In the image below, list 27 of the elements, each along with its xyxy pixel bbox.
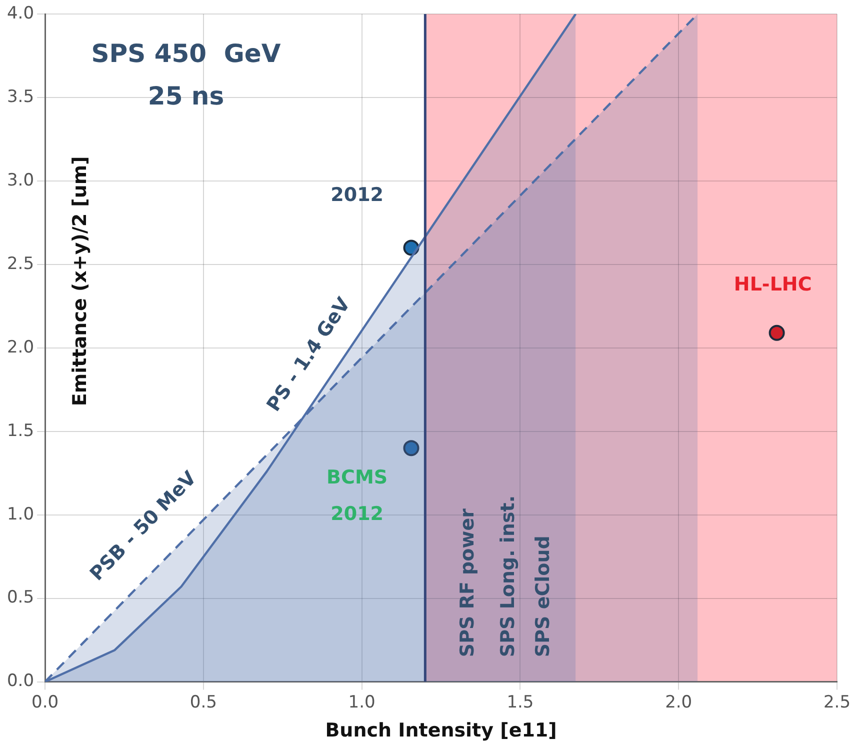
y-tick-label: 1.0 <box>6 504 34 524</box>
y-tick-label: 3.0 <box>6 170 34 190</box>
y-tick-label: 0.0 <box>6 671 34 692</box>
y-tick-label: 4.0 <box>6 3 34 24</box>
y-tick-label: 2.0 <box>6 337 34 358</box>
annotation: BCMS 2012 <box>326 466 388 525</box>
x-tick-label: 1.5 <box>506 692 534 712</box>
x-tick-label: 2.5 <box>823 692 851 712</box>
annotation: 25 ns <box>148 82 224 111</box>
point <box>768 324 785 341</box>
annotation: SPS RF power <box>456 508 479 658</box>
y-tick-label: 1.5 <box>6 420 34 441</box>
annotation: HL-LHC <box>734 274 812 296</box>
y-tick-label: 2.5 <box>6 254 34 274</box>
annotation: 2012 <box>330 184 384 206</box>
x-tick-label: 1.0 <box>348 692 376 712</box>
x-tick-label: 0.0 <box>32 692 59 712</box>
y-tick-label: 3.5 <box>6 86 34 107</box>
y-axis-title: Emittance (x+y)/2 [um] <box>68 156 91 406</box>
annotation: SPS eCloud <box>532 536 554 658</box>
x-tick-label: 0.5 <box>190 692 217 712</box>
x-tick-label: 2.0 <box>665 692 692 712</box>
x-axis-title: Bunch Intensity [e11] <box>325 720 557 742</box>
point <box>403 440 420 456</box>
annotation: SPS Long. inst. <box>497 495 520 658</box>
annotation: SPS 450 GeV <box>91 38 282 68</box>
y-tick-label: 0.5 <box>6 588 34 608</box>
